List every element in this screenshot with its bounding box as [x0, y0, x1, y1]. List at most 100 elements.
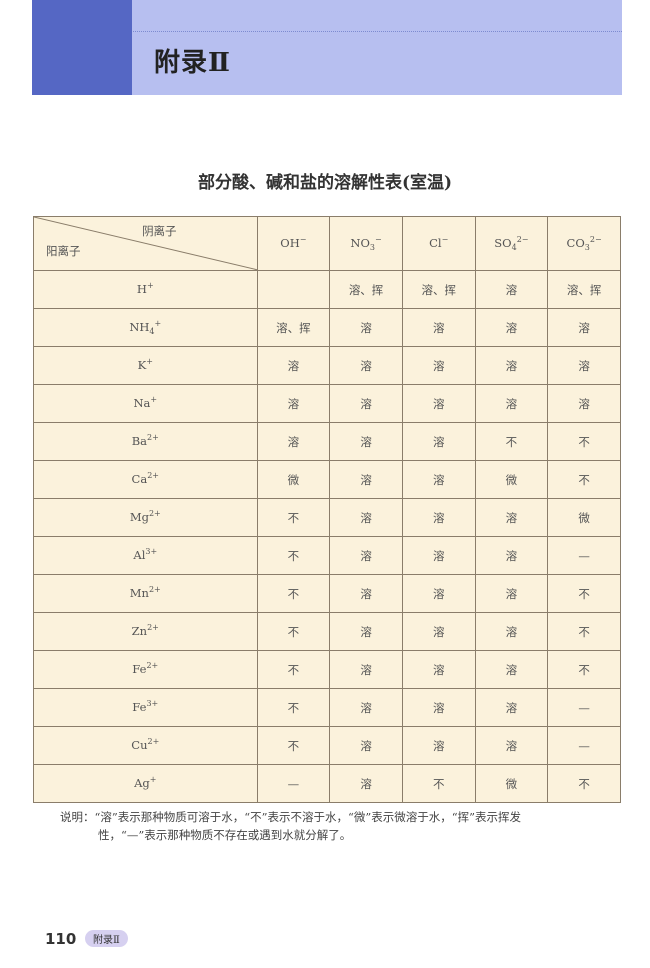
solubility-cell: 溶: [329, 498, 403, 537]
banner-dotted-line: [133, 31, 622, 32]
ion-base: CO: [566, 235, 585, 250]
diagonal-line: [34, 217, 258, 270]
solubility-cell: 微: [256, 460, 331, 499]
solubility-cell: 溶: [329, 536, 403, 575]
solubility-cell: 溶: [401, 688, 476, 727]
solubility-cell: 不: [401, 764, 476, 803]
ion-sup: 2+: [146, 660, 159, 670]
ion-base: Na: [133, 395, 151, 410]
solubility-cell: 溶: [329, 384, 403, 423]
solubility-cell: 溶: [474, 498, 549, 537]
anion-header: CO32−: [547, 216, 621, 271]
table-row: Ca2+ 微溶溶微不: [33, 460, 621, 499]
ion-sup: +: [150, 394, 158, 404]
solubility-cell: 溶: [329, 346, 403, 385]
solubility-cell: 溶: [329, 422, 403, 461]
ion-base: K: [137, 357, 147, 372]
solubility-cell: 溶: [256, 422, 331, 461]
ion-base: Cl: [429, 235, 442, 250]
ion-base: Ag: [134, 775, 150, 790]
cation-label: 阳离子: [46, 244, 81, 258]
cation-cell: NH4+: [33, 308, 258, 347]
solubility-cell: 溶: [401, 650, 476, 689]
solubility-cell: 溶: [547, 308, 621, 347]
anion-header: OH−: [256, 216, 331, 271]
ion-sup: 2−: [589, 234, 602, 244]
solubility-cell: 不: [256, 574, 331, 613]
anion-header: Cl−: [401, 216, 476, 271]
solubility-cell: —: [547, 726, 621, 765]
ion-sup: +: [154, 318, 162, 328]
note: 说明：“溶”表示那种物质可溶于水，“不”表示不溶于水，“微”表示微溶于水，“挥”…: [60, 808, 626, 844]
solubility-cell: 溶: [474, 536, 549, 575]
solubility-cell: 溶: [401, 460, 476, 499]
solubility-cell: 不: [256, 688, 331, 727]
solubility-cell: 不: [547, 460, 621, 499]
solubility-cell: 溶: [401, 346, 476, 385]
solubility-cell: 溶: [329, 726, 403, 765]
ion-sup: 2+: [147, 432, 159, 442]
solubility-cell: 溶: [547, 346, 621, 385]
table-row: Ba2+ 溶溶溶不不: [33, 422, 621, 461]
table-row: NH4+ 溶、挥溶溶溶溶: [33, 308, 621, 347]
ion-base: H: [136, 281, 147, 296]
solubility-cell: 溶: [329, 764, 403, 803]
solubility-cell: 溶: [401, 574, 476, 613]
cation-cell: Fe3+: [33, 688, 258, 727]
solubility-cell: 溶: [256, 384, 331, 423]
note-line-1: 说明：“溶”表示那种物质可溶于水，“不”表示不溶于水，“微”表示微溶于水，“挥”…: [60, 810, 522, 824]
solubility-cell: 溶: [401, 422, 476, 461]
solubility-cell: 溶、挥: [401, 270, 476, 309]
chapter-banner: 附录Ⅱ: [32, 0, 622, 95]
anion-header: SO42−: [474, 216, 549, 271]
solubility-cell: —: [547, 536, 621, 575]
solubility-cell: 不: [256, 726, 331, 765]
cation-cell: Mg2+: [33, 498, 258, 537]
solubility-cell: 溶: [329, 612, 403, 651]
ion-base: Mn: [129, 585, 149, 600]
ion-sup: 3+: [146, 698, 159, 708]
chapter-title: 附录Ⅱ: [154, 48, 231, 78]
ion-base: NO: [350, 235, 370, 250]
solubility-cell: 溶: [329, 688, 403, 727]
table-row: Mg2+ 不溶溶溶微: [33, 498, 621, 537]
solubility-cell: 溶: [329, 650, 403, 689]
solubility-cell: —: [547, 688, 621, 727]
table-row: Fe3+ 不溶溶溶 —: [33, 688, 621, 727]
ion-sup: −: [441, 234, 449, 244]
cation-cell: Al3+: [33, 536, 258, 575]
cation-cell: H+: [33, 270, 258, 309]
ion-base: Cu: [131, 737, 148, 752]
solubility-cell: 微: [474, 764, 549, 803]
solubility-cell: 不: [256, 650, 331, 689]
solubility-cell: —: [256, 764, 331, 803]
solubility-table: 阴离子 阳离子 OH− NO3− Cl− SO42− CO32− H+ 溶、挥 溶、挥溶溶、…: [33, 216, 621, 803]
solubility-cell: 溶: [329, 574, 403, 613]
ion-sub: 4: [511, 243, 517, 253]
solubility-cell: 微: [547, 498, 621, 537]
ion-base: OH: [280, 235, 300, 250]
cation-cell: Ag+: [33, 764, 258, 803]
table-row: Ag+ — 溶不微不: [33, 764, 621, 803]
note-line-2: 性，“—”表示那种物质不存在或遇到水就分解了。: [98, 828, 352, 842]
table-row: K+ 溶溶溶溶溶: [33, 346, 621, 385]
solubility-cell: 溶、挥: [329, 270, 403, 309]
ion-base: Fe: [132, 699, 147, 714]
ion-base: Mg: [129, 509, 149, 524]
cation-cell: Cu2+: [33, 726, 258, 765]
ion-sup: +: [149, 774, 157, 784]
ion-sup: 2+: [147, 622, 159, 632]
header-row: 阴离子 阳离子 OH− NO3− Cl− SO42− CO32−: [33, 216, 621, 271]
ion-base: NH: [129, 319, 150, 334]
solubility-cell: 溶: [474, 612, 549, 651]
solubility-cell: 溶: [401, 726, 476, 765]
solubility-cell: 不: [547, 650, 621, 689]
solubility-cell: 溶: [474, 688, 549, 727]
ion-sub: 3: [584, 243, 590, 253]
ion-base: Ba: [131, 433, 148, 448]
table-row: Al3+ 不溶溶溶 —: [33, 536, 621, 575]
table-row: H+ 溶、挥 溶、挥溶溶、挥: [33, 270, 621, 309]
solubility-cell: 不: [547, 764, 621, 803]
solubility-cell: 溶: [474, 346, 549, 385]
ion-sup: 2+: [148, 584, 161, 594]
